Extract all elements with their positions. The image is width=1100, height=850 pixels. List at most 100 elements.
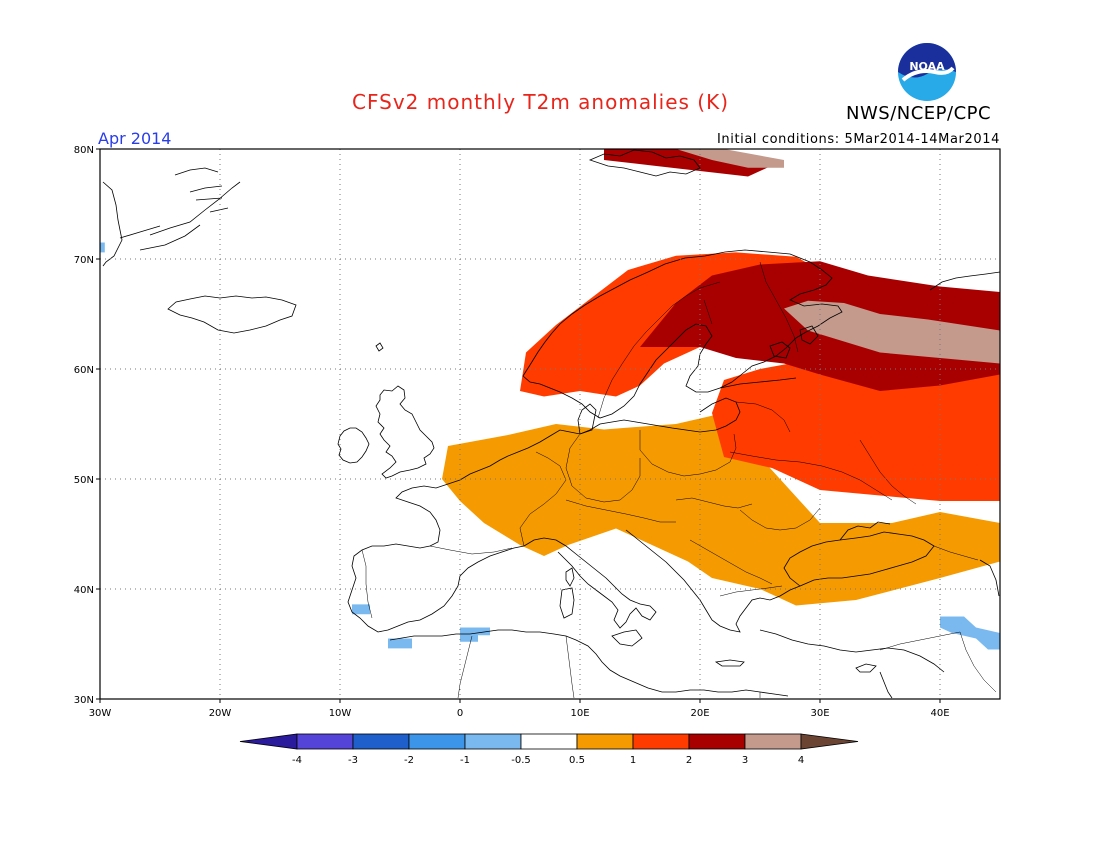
border-finland-russia <box>759 261 799 353</box>
border-poland <box>639 430 737 477</box>
colorbar-label: 0.5 <box>569 755 585 766</box>
x-tick-label: 30E <box>810 708 829 719</box>
colorbar-label: -0.5 <box>511 755 531 766</box>
x-tick-label: 10W <box>329 708 352 719</box>
border-spain-portugal <box>361 549 373 619</box>
anomaly-region-7 <box>352 604 370 615</box>
anomaly-region-4 <box>784 300 1000 364</box>
forecast-month-label: Apr 2014 <box>98 129 172 148</box>
organization-label: NWS/NCEP/CPC <box>846 103 992 124</box>
colorbar-arrow-low <box>239 733 298 750</box>
colorbar-box-p2_p3 <box>688 733 746 750</box>
anomaly-region-8 <box>388 638 412 649</box>
coastlines <box>102 149 1001 699</box>
map-title: CFSv2 monthly T2m anomalies (K) <box>352 90 729 114</box>
axis-labels: 30W 20W 10W 0 10E 20E 30E 40E 30N 40N 50N 60N 70N 80N <box>74 145 950 719</box>
coast-adriatic <box>625 529 801 633</box>
y-tick-label: 70N <box>74 255 94 266</box>
coast-turkey-south <box>759 629 945 673</box>
coast-novaya-zemlya <box>929 271 1001 291</box>
border-turkey-syria <box>879 631 961 651</box>
border-sweden-finland <box>703 299 713 325</box>
coast-svalbard <box>588 149 701 177</box>
coast-scandinavia <box>522 249 843 419</box>
coast-crimea <box>839 521 891 541</box>
coast-iceland <box>167 295 297 334</box>
colorbar-box-neutral <box>520 733 578 750</box>
graticule <box>100 149 1000 699</box>
colorbar-label: 2 <box>686 755 692 766</box>
coast-crete <box>714 659 745 667</box>
noaa-logo: NOAA <box>896 41 958 103</box>
country-borders <box>361 261 997 699</box>
anomaly-region-6 <box>676 149 784 168</box>
colorbar-box-neg1_neg05 <box>464 733 522 750</box>
colorbar-label: -4 <box>292 755 302 766</box>
coast-baltic-south <box>507 397 741 457</box>
border-france <box>519 451 567 547</box>
border-alps <box>565 499 676 523</box>
coast-gulf-of-finland <box>719 377 797 389</box>
border-balkans <box>689 539 773 585</box>
coast-greenland <box>102 181 123 267</box>
y-tick-label: 50N <box>74 475 94 486</box>
colorbar-label: 1 <box>630 755 636 766</box>
coast-denmark <box>577 403 597 435</box>
coast-sicily <box>611 629 643 647</box>
y-tick-label: 80N <box>74 145 94 156</box>
coast-levant <box>879 671 893 699</box>
y-tick-label: 40N <box>74 585 94 596</box>
anomaly-region-11 <box>100 242 105 253</box>
coast-italy <box>523 537 657 629</box>
noaa-logo-text: NOAA <box>909 60 945 73</box>
border-baltic-russia <box>735 401 791 433</box>
border-belarus-ukraine <box>729 451 893 501</box>
border-pyrenees <box>429 545 513 555</box>
colorbar-label: -3 <box>348 755 358 766</box>
border-norway-sweden <box>597 281 721 419</box>
colorbar-label: -2 <box>404 755 414 766</box>
colorbar-arrow-high <box>800 733 859 750</box>
anomaly-region-9 <box>460 627 490 642</box>
anomaly-region-0 <box>442 413 1000 606</box>
coast-sardinia <box>559 587 575 619</box>
border-romania <box>739 507 821 531</box>
colorbar-box-p3_p4 <box>744 733 802 750</box>
y-tick-label: 30N <box>74 695 94 706</box>
y-tick-label: 60N <box>74 365 94 376</box>
border-iraq-iran <box>959 631 997 693</box>
x-tick-label: 30W <box>89 708 112 719</box>
colorbar-label: 3 <box>742 755 748 766</box>
x-tick-label: 40E <box>930 708 949 719</box>
colorbar-box-neg4_neg3 <box>296 733 354 750</box>
border-hungary <box>675 497 753 509</box>
colorbar: -4 -3 -2 -1 -0.5 0.5 1 2 3 4 <box>239 733 859 766</box>
coast-great-britain <box>375 385 435 479</box>
colorbar-label: -1 <box>460 755 470 766</box>
coast-north-africa <box>389 629 789 697</box>
coast-cyprus <box>855 663 877 673</box>
anomaly-region-10 <box>940 616 1000 650</box>
lake-onega <box>799 325 819 345</box>
x-tick-label: 20W <box>209 708 232 719</box>
lake-ladoga <box>769 341 791 359</box>
x-tick-label: 0 <box>457 708 463 719</box>
colorbar-box-neg3_neg2 <box>352 733 410 750</box>
coast-black-sea <box>783 531 935 587</box>
x-tick-label: 20E <box>690 708 709 719</box>
map-frame <box>99 148 1001 700</box>
colorbar-label: 4 <box>798 755 804 766</box>
coast-ireland <box>337 427 370 464</box>
coast-faroe <box>375 342 384 352</box>
coast-greenland-fjords <box>119 167 241 251</box>
colorbar-box-p1_p2 <box>632 733 690 750</box>
border-algeria-tunisia <box>565 635 575 699</box>
colorbar-box-p05_p1 <box>576 733 634 750</box>
x-tick-label: 10E <box>570 708 589 719</box>
border-morocco-algeria <box>457 635 473 699</box>
coast-corsica <box>565 567 575 587</box>
coast-caspian <box>979 559 1000 597</box>
border-greece <box>719 585 783 597</box>
initial-conditions-label: Initial conditions: 5Mar2014-14Mar2014 <box>716 132 1000 147</box>
